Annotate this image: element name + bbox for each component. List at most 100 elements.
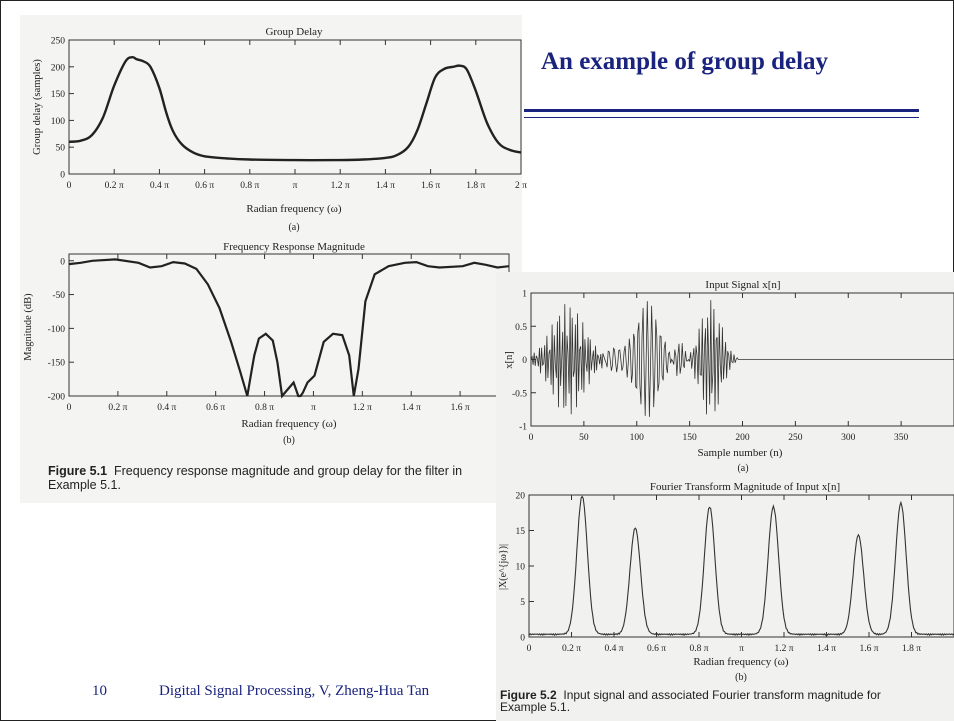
freq-response-sublabel: (b) xyxy=(283,435,295,446)
x-tick-label: π xyxy=(311,403,316,413)
figure-5-1-caption-text: Frequency response magnitude and group d… xyxy=(114,464,463,478)
fourier-magnitude-curve xyxy=(528,495,954,637)
x-tick-label: 1.8 π xyxy=(466,181,485,191)
x-tick-label: 0.8 π xyxy=(689,644,708,654)
figure-5-2-caption-text: Input signal and associated Fourier tran… xyxy=(563,688,881,702)
x-tick-label: 1.2 π xyxy=(353,403,372,413)
y-tick-label: -1 xyxy=(519,423,527,433)
y-tick-label: -200 xyxy=(48,393,66,403)
x-tick-label: 1.8 π xyxy=(902,644,921,654)
footer-page-number: 10 xyxy=(92,683,107,699)
x-tick-label: 0 xyxy=(67,403,72,413)
fourier-magnitude-y-ticks: 0 5 10 15 20 xyxy=(516,492,534,644)
figure-5-2-caption-text-2: Example 5.1. xyxy=(500,700,571,714)
x-tick-label: 0.6 π xyxy=(647,644,666,654)
x-tick-label: 1.4 π xyxy=(376,181,395,191)
x-tick-label: 0 xyxy=(527,644,532,654)
input-signal-sublabel: (a) xyxy=(737,463,748,474)
figure-5-1-caption: Figure 5.1 Frequency response magnitude … xyxy=(48,464,508,492)
y-tick-label: 0 xyxy=(520,634,525,644)
x-tick-label: 0.8 π xyxy=(255,403,274,413)
footer-text: Digital Signal Processing, V, Zheng-Hua … xyxy=(159,683,430,699)
slide-title: An example of group delay xyxy=(541,48,829,75)
y-tick-label: 200 xyxy=(51,63,66,73)
x-tick-label: 1.2 π xyxy=(331,181,350,191)
title-rule-thin xyxy=(524,117,919,118)
group-delay-xlabel: Radian frequency (ω) xyxy=(246,203,342,215)
y-tick-label: 15 xyxy=(516,527,526,537)
group-delay-curve xyxy=(68,55,522,162)
y-tick-label: -0.5 xyxy=(512,389,527,399)
x-tick-label: 0.4 π xyxy=(604,644,623,654)
x-tick-label: 0 xyxy=(67,181,72,191)
x-tick-label: π xyxy=(739,644,744,654)
x-tick-label: 1.2 π xyxy=(774,644,793,654)
y-tick-label: 100 xyxy=(51,117,66,127)
y-tick-label: 10 xyxy=(516,563,526,573)
y-tick-label: 5 xyxy=(520,598,525,608)
x-tick-label: 300 xyxy=(841,433,856,443)
x-tick-label: 1.6 π xyxy=(451,403,470,413)
x-tick-label: 0.2 π xyxy=(105,181,124,191)
y-tick-label: 0 xyxy=(60,257,65,267)
input-signal-xlabel: Sample number (n) xyxy=(698,447,783,459)
x-tick-label: 0.2 π xyxy=(108,403,127,413)
title-rule-thick xyxy=(524,109,919,112)
input-signal-waveform xyxy=(530,300,954,417)
input-signal-y-ticks: 1 0.5 0 -0.5 -1 xyxy=(512,290,536,433)
x-tick-label: 0.6 π xyxy=(195,181,214,191)
x-tick-label: 0.6 π xyxy=(206,403,225,413)
y-tick-label: 0 xyxy=(60,171,65,181)
freq-response-ylabel: Magnitude (dB) xyxy=(23,293,34,361)
x-tick-label: 0.4 π xyxy=(150,181,169,191)
x-tick-label: 100 xyxy=(630,433,645,443)
figure-5-1-caption-label: Figure 5.1 xyxy=(48,464,108,478)
input-signal-ylabel: x[n] xyxy=(504,351,515,369)
x-tick-label: 0.2 π xyxy=(562,644,581,654)
fourier-magnitude-title: Fourier Transform Magnitude of Input x[n… xyxy=(650,481,840,493)
x-tick-label: 350 xyxy=(894,433,909,443)
group-delay-sublabel: (a) xyxy=(288,222,299,233)
x-tick-label: 1.4 π xyxy=(817,644,836,654)
x-tick-label: 200 xyxy=(735,433,750,443)
y-tick-label: 0.5 xyxy=(515,323,527,333)
y-tick-label: -50 xyxy=(52,291,65,301)
fourier-magnitude-xlabel: Radian frequency (ω) xyxy=(693,656,789,668)
freq-response-y-ticks: 0 -50 -100 -150 -200 xyxy=(48,257,74,403)
freq-response-xlabel: Radian frequency (ω) xyxy=(241,418,337,430)
figure-5-2-caption: Figure 5.2 Input signal and associated F… xyxy=(500,689,950,713)
fourier-magnitude-sublabel: (b) xyxy=(735,672,747,683)
y-tick-label: -150 xyxy=(48,359,66,369)
x-tick-label: 150 xyxy=(683,433,698,443)
x-tick-label: 1.6 π xyxy=(421,181,440,191)
y-tick-label: -100 xyxy=(48,325,66,335)
x-tick-label: 50 xyxy=(579,433,589,443)
x-tick-label: 0.4 π xyxy=(157,403,176,413)
freq-response-curve xyxy=(68,258,510,399)
y-tick-label: 0 xyxy=(522,356,527,366)
figure-5-2-caption-label: Figure 5.2 xyxy=(500,688,557,702)
figure-5-1-caption-text-2: Example 5.1. xyxy=(48,478,121,492)
x-tick-label: 0 xyxy=(529,433,534,443)
input-signal-title: Input Signal x[n] xyxy=(705,279,780,291)
y-tick-label: 150 xyxy=(51,90,66,100)
x-tick-label: 250 xyxy=(788,433,803,443)
group-delay-y-ticks: 0 50 100 150 200 250 xyxy=(51,37,74,181)
group-delay-ylabel: Group delay (samples) xyxy=(32,59,43,155)
x-tick-label: 1.4 π xyxy=(402,403,421,413)
scanned-figure-5-1 xyxy=(20,15,522,503)
y-tick-label: 50 xyxy=(56,144,66,154)
x-tick-label: 1.6 π xyxy=(859,644,878,654)
x-tick-label: 0.8 π xyxy=(240,181,259,191)
group-delay-x-ticks: 0 0.2 π 0.4 π 0.6 π 0.8 π π 1.2 π 1.4 π 1.6 π 1.8… xyxy=(67,40,527,191)
x-tick-label: 2 π xyxy=(515,181,527,191)
x-tick-label: π xyxy=(293,181,298,191)
fourier-magnitude-x-ticks: 0 0.2 π 0.4 π 0.6 π 0.8 π π 1.2 π 1.4 π 1.6 π 1.8… xyxy=(527,495,921,654)
y-tick-label: 20 xyxy=(516,492,526,502)
freq-response-title: Frequency Response Magnitude xyxy=(223,241,365,253)
fourier-magnitude-ylabel: |X(e^{jω})| xyxy=(498,544,509,590)
group-delay-title: Group Delay xyxy=(265,26,323,38)
y-tick-label: 250 xyxy=(51,37,66,47)
